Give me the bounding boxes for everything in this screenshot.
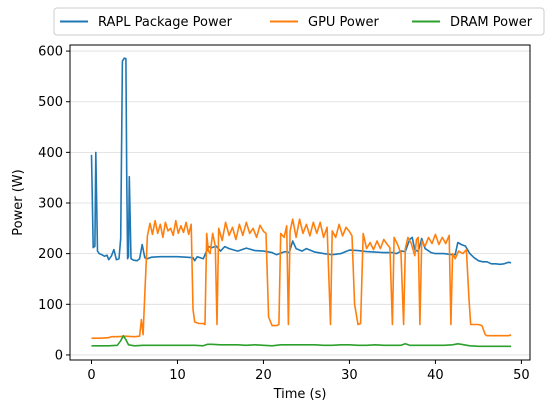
y-axis-ticks: 0 100 200 300 400 500 600	[38, 45, 70, 363]
x-tick-label: 20	[255, 368, 272, 383]
y-tick-label: 200	[38, 247, 63, 262]
plot-frame	[69, 44, 531, 361]
y-tick-label: 400	[38, 146, 63, 161]
legend-label-0: RAPL Package Power	[98, 15, 233, 30]
y-tick-label: 500	[38, 95, 63, 110]
series-lines	[90, 57, 512, 348]
x-axis-label: Time (s)	[273, 387, 327, 402]
x-tick-label: 10	[169, 368, 186, 383]
x-tick-label: 40	[427, 368, 444, 383]
series-line-2	[91, 334, 512, 348]
series-line-1	[91, 218, 512, 339]
legend-box	[53, 7, 545, 36]
x-tick-label: 0	[87, 368, 95, 383]
legend-label-2: DRAM Power	[450, 15, 533, 30]
gridlines	[70, 50, 530, 356]
y-tick-label: 0	[55, 348, 63, 363]
x-tick-label: 50	[513, 368, 530, 383]
series-line-0	[90, 57, 512, 266]
x-tick-label: 30	[341, 368, 358, 383]
y-tick-label: 300	[38, 197, 63, 212]
legend: RAPL Package Power GPU Power DRAM Power	[53, 7, 545, 36]
y-axis-label: Power (W)	[11, 169, 26, 235]
x-axis-ticks: 0 10 20 30 40 50	[87, 360, 530, 383]
y-tick-label: 600	[38, 45, 63, 60]
legend-label-1: GPU Power	[308, 15, 380, 30]
y-tick-label: 100	[38, 298, 63, 313]
